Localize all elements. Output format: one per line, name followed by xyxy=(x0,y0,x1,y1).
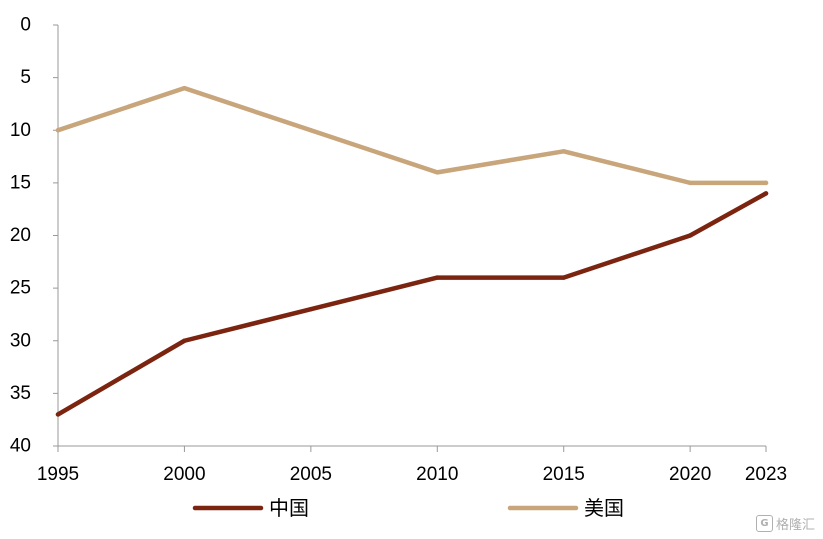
data-point xyxy=(687,233,693,238)
y-axis: 0 5 10 15 20 25 30 35 40 xyxy=(10,15,59,457)
data-point xyxy=(55,128,61,133)
legend-item-1: 美国 xyxy=(507,496,624,520)
data-point xyxy=(763,191,769,196)
data-point xyxy=(561,149,566,154)
x-tick-label: 2015 xyxy=(543,464,585,485)
data-point xyxy=(435,275,440,280)
legend-label: 中国 xyxy=(269,496,309,520)
x-tick-label: 2010 xyxy=(416,464,458,485)
data-point xyxy=(687,180,693,186)
data-point xyxy=(435,170,440,175)
watermark: G 格隆汇 xyxy=(755,514,815,533)
y-tick-label: 30 xyxy=(10,330,31,351)
x-tick-label: 1995 xyxy=(37,464,79,485)
y-tick-label: 40 xyxy=(10,436,31,457)
x-tick-label: 2005 xyxy=(290,464,332,485)
data-point xyxy=(763,180,769,186)
legend-label: 美国 xyxy=(584,496,624,520)
legend: 中国 美国 xyxy=(192,496,624,520)
y-tick-label: 15 xyxy=(10,172,31,193)
x-tick-label: 2000 xyxy=(163,464,205,485)
data-point xyxy=(308,306,314,312)
data-point xyxy=(182,338,187,343)
series-line-1 xyxy=(55,85,769,186)
data-point xyxy=(561,275,566,280)
watermark-text: 格隆汇 xyxy=(775,518,815,533)
x-axis: 1995 2000 2005 2010 2015 2020 2023 xyxy=(37,445,787,485)
watermark-logo-icon: G xyxy=(755,515,773,532)
data-point xyxy=(182,85,187,91)
legend-item-0: 中国 xyxy=(192,496,309,520)
y-tick-label: 0 xyxy=(20,15,31,36)
data-point xyxy=(308,128,314,133)
y-tick-label: 35 xyxy=(10,383,31,404)
y-tick-label: 5 xyxy=(20,67,31,88)
y-tick-label: 25 xyxy=(10,278,31,299)
x-tick-label: 2023 xyxy=(745,464,787,485)
x-tick-label: 2020 xyxy=(669,464,711,485)
y-tick-label: 20 xyxy=(10,225,31,246)
series-layer xyxy=(55,85,769,417)
y-tick-label: 10 xyxy=(10,120,31,141)
series-line-0 xyxy=(55,191,769,417)
data-point xyxy=(55,412,61,417)
